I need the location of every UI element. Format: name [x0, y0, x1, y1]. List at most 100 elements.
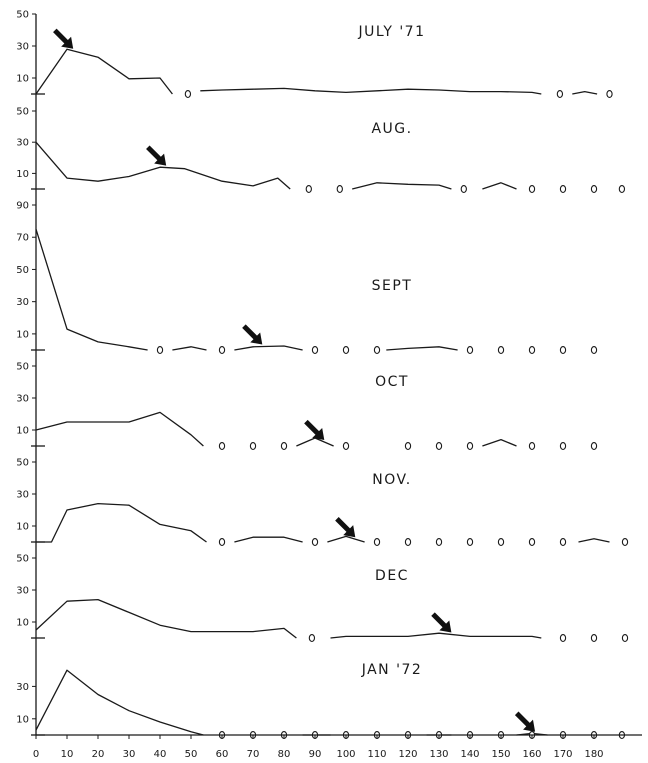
panel-dec: 10 30 50 DEC	[16, 554, 629, 642]
y-tick-label: 10	[16, 426, 29, 437]
x-tick-label: 150	[491, 749, 510, 760]
series-line-jan-72	[35, 669, 204, 736]
zero-marker	[528, 346, 536, 354]
panel-sept: 10 30 50 70 90 SEPT	[16, 201, 598, 354]
zero-marker	[336, 185, 343, 193]
x-axis: 0 10 20 30 40 50 60 70 80 90 100 110 120 130 140 150 160…	[33, 14, 642, 760]
y-tick-label: 30	[16, 682, 29, 693]
series-line-oct	[296, 437, 334, 447]
series-line-oct	[35, 411, 204, 447]
x-tick-label: 160	[522, 749, 541, 760]
panel-jan-72: 10 30 JAN '72	[16, 662, 626, 739]
peak-arrow-icon	[53, 28, 74, 49]
y-tick-label: 30	[16, 297, 29, 308]
x-tick-label: 130	[429, 749, 448, 760]
zero-marker	[218, 346, 226, 354]
zero-marker	[466, 346, 474, 354]
zero-marker	[435, 538, 443, 546]
zero-marker	[559, 442, 567, 450]
zero-marker	[308, 634, 316, 642]
y-tick-label: 70	[16, 233, 29, 244]
x-tick-label: 80	[278, 749, 291, 760]
x-tick-label: 40	[154, 749, 167, 760]
zero-marker	[466, 442, 474, 450]
series-line-dec	[330, 632, 542, 639]
y-tick-label: 10	[16, 74, 29, 85]
zero-marker	[556, 90, 564, 98]
zero-marker	[606, 90, 613, 98]
x-tick-label: 120	[398, 749, 417, 760]
peak-arrow-icon	[242, 324, 263, 345]
zero-marker	[497, 538, 505, 546]
x-tick-label: 140	[460, 749, 479, 760]
peak-arrow-icon	[304, 419, 325, 440]
zero-marker	[590, 634, 598, 642]
zero-marker	[373, 346, 381, 354]
y-tick-label: 30	[16, 490, 29, 501]
y-tick-label: 10	[16, 522, 29, 533]
panel-oct: 10 30 50 OCT	[16, 362, 598, 450]
zero-marker	[528, 185, 536, 193]
x-tick-label: 70	[247, 749, 260, 760]
y-tick-label: 10	[16, 618, 29, 629]
series-line-sept	[234, 345, 303, 351]
zero-marker	[590, 346, 598, 354]
series-line-july-71	[200, 87, 542, 95]
x-tick-label: 0	[33, 749, 39, 760]
peak-arrow-icon	[146, 145, 167, 166]
panel-july-71: 10 30 50 JULY '71	[16, 10, 613, 98]
series-line-oct	[482, 438, 517, 447]
zero-marker	[218, 442, 226, 450]
arrow-shape	[431, 612, 452, 633]
x-tick-label: 20	[92, 749, 105, 760]
zero-marker	[621, 538, 629, 546]
y-tick-label: 50	[16, 107, 29, 118]
x-tick-label: 50	[185, 749, 198, 760]
zero-marker	[559, 538, 567, 546]
series-line-july-71	[572, 90, 598, 95]
zero-marker	[497, 346, 505, 354]
y-tick-label: 50	[16, 362, 29, 373]
month-label: DEC	[375, 568, 409, 584]
zero-marker	[559, 185, 567, 193]
peak-arrow-icon	[335, 517, 356, 538]
month-label: JULY '71	[358, 24, 426, 40]
arrow-shape	[242, 324, 263, 345]
month-label: NOV.	[372, 472, 411, 488]
x-tick-label: 90	[309, 749, 322, 760]
y-tick-label: 30	[16, 42, 29, 53]
y-tick-label: 50	[16, 10, 29, 21]
y-tick-label: 50	[16, 265, 29, 276]
zero-marker	[249, 442, 257, 450]
x-tick-label: 180	[584, 749, 603, 760]
zero-marker	[621, 634, 629, 642]
series-line-nov	[36, 502, 207, 543]
y-tick-label: 50	[16, 458, 29, 469]
y-tick-label: 30	[16, 586, 29, 597]
peak-arrow-icon	[514, 711, 536, 732]
series-line-dec	[35, 598, 297, 639]
zero-marker	[559, 634, 567, 642]
series-line-aug	[352, 182, 452, 190]
y-tick-label: 30	[16, 394, 29, 405]
zero-marker	[156, 346, 164, 354]
zero-marker	[184, 90, 192, 98]
panel-aug: 10 30 50 AUG.	[16, 107, 626, 193]
month-label: AUG.	[371, 121, 412, 137]
arrow-shape	[335, 517, 356, 538]
zero-marker	[404, 538, 412, 546]
series-line-nov	[327, 535, 365, 543]
zero-marker	[311, 538, 319, 546]
zero-marker	[373, 538, 381, 546]
x-tick-label: 60	[216, 749, 229, 760]
zero-marker	[305, 185, 312, 193]
month-label: OCT	[375, 374, 409, 390]
series-line-aug	[35, 141, 291, 190]
zero-marker	[435, 442, 443, 450]
x-tick-label: 30	[123, 749, 136, 760]
x-tick-label: 100	[336, 749, 355, 760]
series-line-sept	[35, 229, 148, 351]
zero-marker	[218, 538, 226, 546]
